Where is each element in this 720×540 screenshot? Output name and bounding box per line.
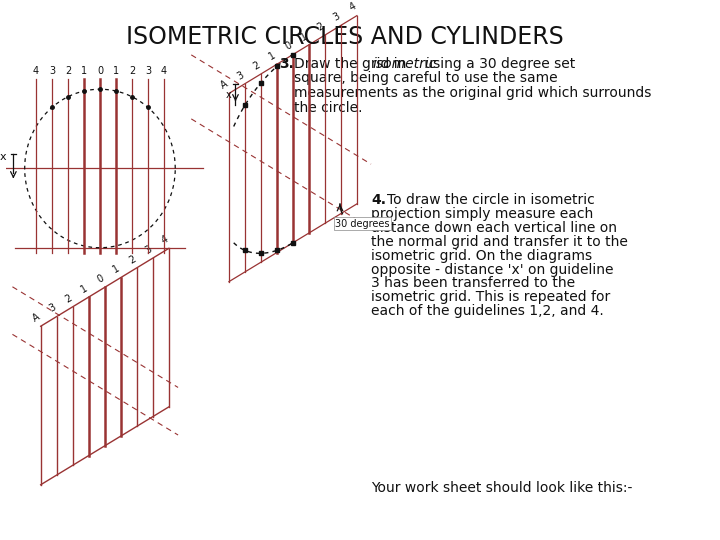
Text: 0: 0: [97, 66, 103, 76]
Text: 4: 4: [33, 66, 39, 76]
Text: 3 has been transferred to the: 3 has been transferred to the: [371, 276, 575, 291]
Text: 4: 4: [347, 2, 358, 13]
Text: 1: 1: [111, 264, 122, 275]
Text: 1: 1: [113, 66, 119, 76]
Text: isometric grid. This is repeated for: isometric grid. This is repeated for: [371, 291, 611, 305]
Text: 4.: 4.: [371, 193, 386, 207]
Text: opposite - distance 'x' on guideline: opposite - distance 'x' on guideline: [371, 262, 613, 276]
Text: Your work sheet should look like this:-: Your work sheet should look like this:-: [371, 481, 632, 495]
Text: 0: 0: [95, 273, 105, 285]
Text: 4: 4: [159, 234, 169, 246]
Text: isometric grid. On the diagrams: isometric grid. On the diagrams: [371, 249, 592, 263]
Text: 4: 4: [161, 66, 167, 76]
Text: x: x: [0, 152, 6, 161]
Text: 0: 0: [284, 40, 294, 52]
Text: 3: 3: [235, 70, 246, 82]
Text: 2: 2: [127, 254, 138, 266]
Text: measurements as the original grid which surrounds: measurements as the original grid which …: [294, 86, 651, 100]
Text: the normal grid and transfer it to the: the normal grid and transfer it to the: [371, 235, 628, 249]
Text: 30 degrees: 30 degrees: [336, 219, 390, 229]
Text: x: x: [226, 90, 232, 99]
Text: 3.: 3.: [279, 57, 294, 71]
Text: 1: 1: [79, 283, 89, 295]
Text: 1: 1: [267, 50, 278, 62]
Text: distance down each vertical line on: distance down each vertical line on: [371, 221, 617, 235]
Text: isometric: isometric: [373, 57, 437, 71]
Text: To draw the circle in isometric: To draw the circle in isometric: [387, 193, 595, 207]
Text: the circle.: the circle.: [294, 101, 362, 115]
Text: projection simply measure each: projection simply measure each: [371, 207, 593, 221]
Text: 2: 2: [63, 293, 73, 305]
Text: square, being careful to use the same: square, being careful to use the same: [294, 71, 557, 85]
Text: 3: 3: [47, 302, 58, 314]
Text: 1: 1: [81, 66, 87, 76]
Text: Draw the grid in: Draw the grid in: [294, 57, 410, 71]
Text: using a 30 degree set: using a 30 degree set: [420, 57, 575, 71]
Text: 3: 3: [49, 66, 55, 76]
Text: 1: 1: [300, 31, 310, 42]
Text: 2: 2: [251, 60, 262, 72]
Text: A: A: [219, 79, 230, 91]
Text: 2: 2: [65, 66, 71, 76]
Text: A: A: [31, 312, 42, 324]
Text: 2: 2: [315, 21, 325, 33]
Text: ISOMETRIC CIRCLES AND CYLINDERS: ISOMETRIC CIRCLES AND CYLINDERS: [126, 25, 564, 49]
Text: 3: 3: [145, 66, 151, 76]
Text: 3: 3: [143, 244, 153, 256]
Text: each of the guidelines 1,2, and 4.: each of the guidelines 1,2, and 4.: [371, 304, 604, 318]
Text: 3: 3: [331, 11, 342, 23]
Text: 2: 2: [129, 66, 135, 76]
